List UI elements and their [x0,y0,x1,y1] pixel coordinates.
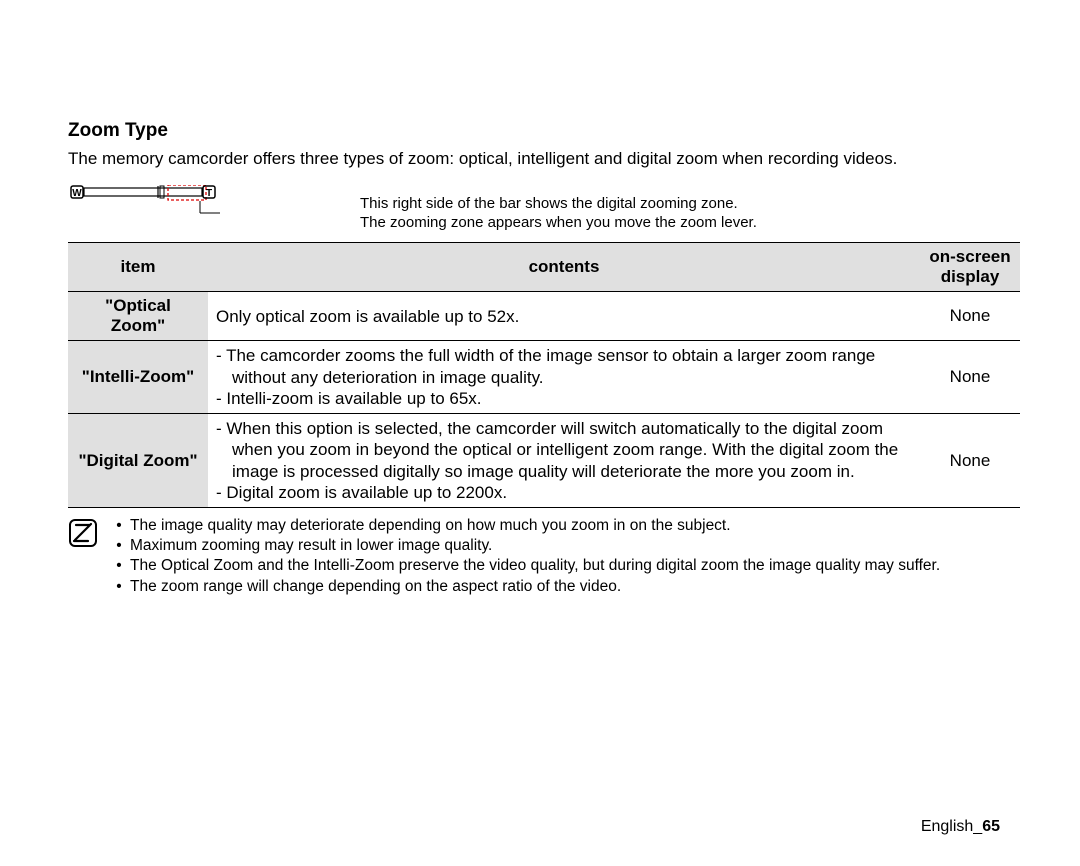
table-row: "Optical Zoom" Only optical zoom is avai… [68,292,1020,341]
row-item: "Digital Zoom" [68,414,208,508]
note-item: The zoom range will change depending on … [108,577,940,597]
zoom-type-table: item contents on-screen display "Optical… [68,242,1020,508]
footer-page-number: 65 [982,818,1000,835]
section-heading: Zoom Type [68,120,1020,142]
note-item: The Optical Zoom and the Intelli-Zoom pr… [108,556,940,576]
row-display: None [920,414,1020,508]
row-display: None [920,292,1020,341]
row-display: None [920,341,1020,414]
notes-list: The image quality may deteriorate depend… [108,516,940,597]
zoom-desc-line1: This right side of the bar shows the dig… [360,195,757,214]
footer-lang: English [921,818,973,835]
th-contents: contents [208,243,920,292]
th-display: on-screen display [920,243,1020,292]
notes-block: The image quality may deteriorate depend… [68,516,1020,597]
note-icon [68,518,98,548]
row-item: "Optical Zoom" [68,292,208,341]
th-item: item [68,243,208,292]
table-row: "Digital Zoom" - When this option is sel… [68,414,1020,508]
zoom-bar-description: This right side of the bar shows the dig… [230,181,757,233]
row-contents: - The camcorder zooms the full width of … [208,341,920,414]
table-row: "Intelli-Zoom" - The camcorder zooms the… [68,341,1020,414]
zoom-bar-row: W T This right side of the bar shows the… [68,181,1020,233]
zoom-bar-diagram: W T [70,181,230,230]
row-item: "Intelli-Zoom" [68,341,208,414]
row-contents: - When this option is selected, the camc… [208,414,920,508]
note-item: The image quality may deteriorate depend… [108,516,940,536]
note-item: Maximum zooming may result in lower imag… [108,536,940,556]
footer-sep: _ [973,818,982,835]
svg-text:W: W [72,188,82,199]
intro-text: The memory camcorder offers three types … [68,148,1020,171]
svg-text:T: T [206,188,212,199]
page-footer: English_65 [921,818,1000,836]
zoom-desc-line2: The zooming zone appears when you move t… [360,214,757,233]
row-contents: Only optical zoom is available up to 52x… [208,292,920,341]
